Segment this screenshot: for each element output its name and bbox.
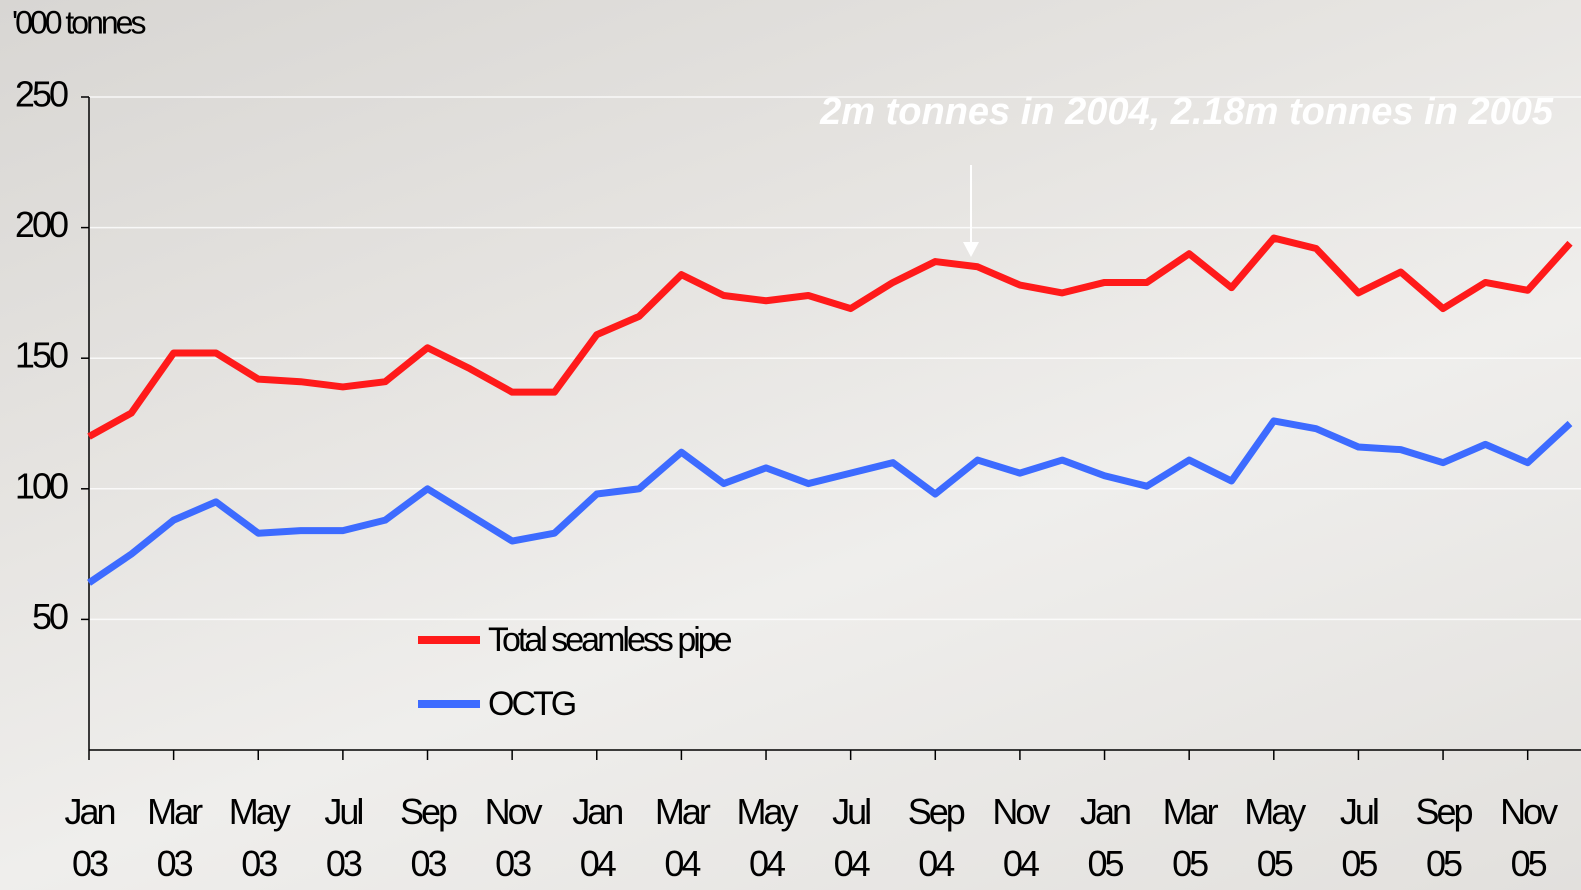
- y-tick-label: 50: [32, 596, 68, 637]
- y-tick-label: 150: [15, 335, 68, 376]
- y-tick-label: 200: [15, 204, 68, 245]
- y-tick-label: 250: [15, 74, 68, 115]
- y-axis-title: '000 tonnes: [12, 4, 145, 40]
- legend-label: Total seamless pipe: [488, 621, 732, 659]
- plot: '000 tonnes 2m tonnes in 2004, 2.18m ton…: [0, 0, 1581, 890]
- chart: '000 tonnes 2m tonnes in 2004, 2.18m ton…: [0, 0, 1581, 890]
- series-line: [89, 421, 1570, 583]
- y-tick-label: 100: [15, 465, 68, 506]
- annotation-arrowhead: [963, 242, 979, 257]
- legend-label: OCTG: [488, 685, 575, 723]
- series-line: [89, 238, 1570, 437]
- x-tick-label: Nov 05: [1468, 786, 1581, 890]
